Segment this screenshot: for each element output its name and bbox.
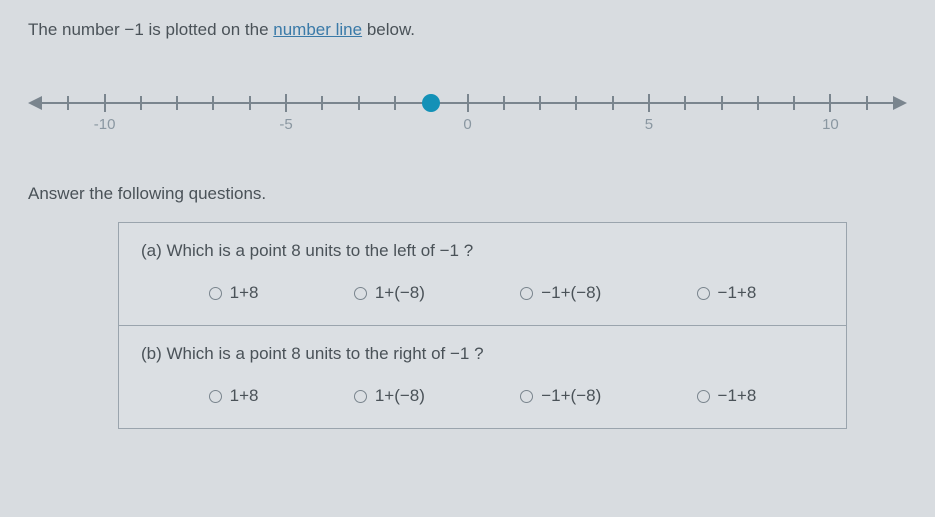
question-b-text: (b) Which is a point 8 units to the righ… — [141, 344, 824, 364]
tick-mark — [793, 96, 795, 110]
tick-mark — [721, 96, 723, 110]
question-b-options: 1+8 1+(−8) −1+(−8) −1+8 — [141, 386, 824, 406]
tick-mark — [140, 96, 142, 110]
option-b-4-label: −1+8 — [718, 386, 757, 406]
intro-post: below. — [362, 20, 415, 39]
radio-icon — [354, 390, 367, 403]
radio-icon — [520, 287, 533, 300]
option-a-2-label: 1+(−8) — [375, 283, 425, 303]
radio-icon — [209, 390, 222, 403]
intro-text: The number −1 is plotted on the number l… — [28, 20, 907, 40]
option-b-1[interactable]: 1+8 — [209, 386, 259, 406]
option-b-3-label: −1+(−8) — [541, 386, 601, 406]
question-a: (a) Which is a point 8 units to the left… — [119, 223, 846, 325]
option-b-3[interactable]: −1+(−8) — [520, 386, 601, 406]
intro-mid: is plotted on the — [144, 20, 273, 39]
number-line-link[interactable]: number line — [273, 20, 362, 39]
tick-label: -10 — [94, 116, 116, 133]
option-a-1[interactable]: 1+8 — [209, 283, 259, 303]
option-a-1-label: 1+8 — [230, 283, 259, 303]
tick-mark — [684, 96, 686, 110]
option-a-4-label: −1+8 — [718, 283, 757, 303]
tick-mark — [321, 96, 323, 110]
tick-mark — [67, 96, 69, 110]
option-b-1-label: 1+8 — [230, 386, 259, 406]
option-a-2[interactable]: 1+(−8) — [354, 283, 425, 303]
tick-mark — [648, 94, 650, 112]
tick-mark — [829, 94, 831, 112]
question-a-body: Which is a point 8 units to the left of … — [167, 241, 474, 260]
tick-mark — [866, 96, 868, 110]
arrow-left-icon — [28, 96, 42, 110]
tick-label: 10 — [822, 116, 839, 133]
tick-mark — [467, 94, 469, 112]
tick-mark — [539, 96, 541, 110]
tick-mark — [612, 96, 614, 110]
question-a-label: (a) — [141, 241, 162, 260]
tick-mark — [104, 94, 106, 112]
tick-mark — [285, 94, 287, 112]
tick-mark — [212, 96, 214, 110]
question-b-body: Which is a point 8 units to the right of… — [167, 344, 484, 363]
intro-value: −1 — [124, 20, 143, 39]
option-b-2-label: 1+(−8) — [375, 386, 425, 406]
option-a-3[interactable]: −1+(−8) — [520, 283, 601, 303]
question-a-options: 1+8 1+(−8) −1+(−8) −1+8 — [141, 283, 824, 303]
option-a-4[interactable]: −1+8 — [697, 283, 757, 303]
number-line: -10 -5 0 5 10 — [32, 80, 903, 150]
tick-mark — [503, 96, 505, 110]
radio-icon — [697, 287, 710, 300]
tick-mark — [358, 96, 360, 110]
radio-icon — [209, 287, 222, 300]
tick-label: 5 — [645, 116, 653, 133]
question-b: (b) Which is a point 8 units to the righ… — [119, 325, 846, 428]
intro-pre: The number — [28, 20, 124, 39]
tick-label: -5 — [279, 116, 292, 133]
arrow-right-icon — [893, 96, 907, 110]
subheading: Answer the following questions. — [28, 184, 907, 204]
question-a-text: (a) Which is a point 8 units to the left… — [141, 241, 824, 261]
plotted-point — [422, 94, 440, 112]
tick-mark — [249, 96, 251, 110]
option-b-4[interactable]: −1+8 — [697, 386, 757, 406]
tick-mark — [757, 96, 759, 110]
option-b-2[interactable]: 1+(−8) — [354, 386, 425, 406]
option-a-3-label: −1+(−8) — [541, 283, 601, 303]
tick-mark — [575, 96, 577, 110]
radio-icon — [697, 390, 710, 403]
question-box: (a) Which is a point 8 units to the left… — [118, 222, 847, 429]
question-b-label: (b) — [141, 344, 162, 363]
tick-label: 0 — [463, 116, 471, 133]
radio-icon — [354, 287, 367, 300]
radio-icon — [520, 390, 533, 403]
tick-mark — [176, 96, 178, 110]
tick-mark — [394, 96, 396, 110]
